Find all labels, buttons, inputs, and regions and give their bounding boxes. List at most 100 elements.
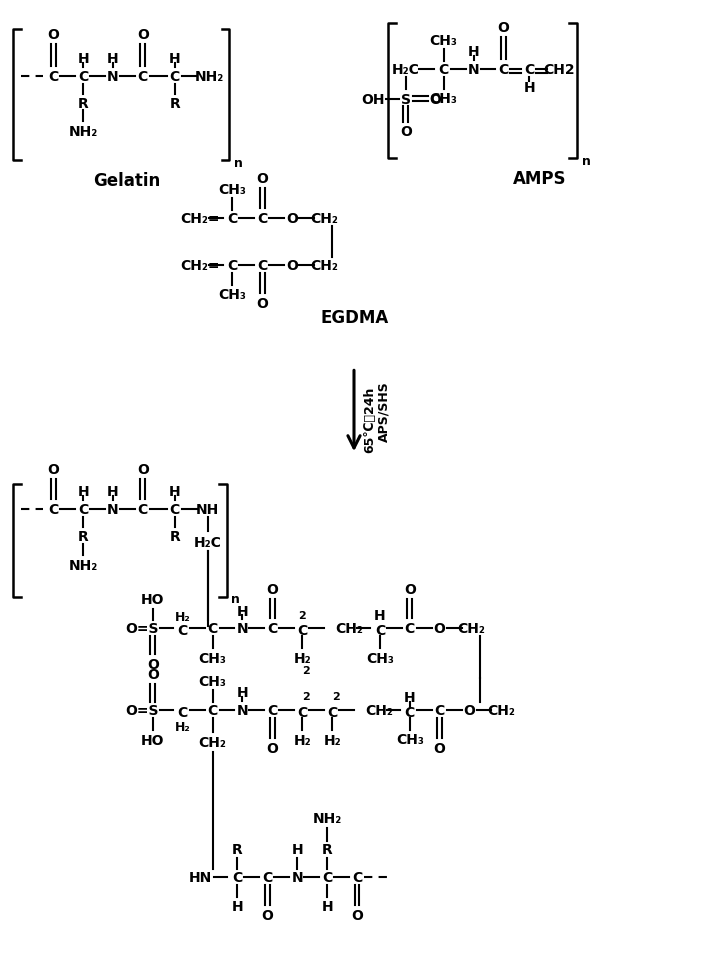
Text: O: O	[286, 212, 298, 226]
Text: R: R	[169, 96, 180, 110]
Text: OH: OH	[361, 92, 385, 107]
Text: NH₂: NH₂	[69, 125, 98, 140]
Text: H: H	[232, 899, 243, 914]
Text: N: N	[237, 622, 248, 636]
Text: O: O	[267, 582, 278, 596]
Text: CH₂=: CH₂=	[181, 212, 220, 226]
Text: O: O	[498, 20, 509, 35]
Text: N: N	[291, 870, 303, 885]
Text: AMPS: AMPS	[513, 170, 566, 188]
Text: H: H	[237, 685, 248, 700]
Text: C: C	[208, 703, 218, 717]
Text: NH₂: NH₂	[313, 811, 342, 825]
Text: C: C	[228, 212, 238, 226]
Text: H: H	[468, 45, 479, 59]
Text: H₂: H₂	[175, 610, 191, 623]
Text: CH₃: CH₃	[218, 183, 247, 197]
Text: N: N	[107, 70, 119, 83]
Text: NH₂: NH₂	[195, 70, 224, 83]
Text: HO: HO	[141, 734, 164, 747]
Text: O: O	[400, 125, 412, 140]
Text: O: O	[137, 462, 149, 477]
Text: O: O	[404, 582, 415, 596]
Text: CH₃: CH₃	[430, 34, 457, 47]
Text: CH₂: CH₂	[335, 622, 363, 636]
Text: 65℃，24h: 65℃，24h	[364, 387, 376, 453]
Text: C: C	[435, 703, 445, 717]
Text: O: O	[137, 28, 149, 42]
Text: C: C	[297, 624, 307, 638]
Text: R: R	[232, 842, 243, 856]
Text: NH: NH	[196, 502, 219, 516]
Text: O: O	[430, 92, 442, 107]
Text: O=S: O=S	[125, 622, 158, 636]
Text: S: S	[401, 92, 411, 107]
Text: NH₂: NH₂	[69, 558, 98, 572]
Text: O: O	[434, 622, 445, 636]
Text: N: N	[237, 703, 248, 717]
Text: H: H	[237, 604, 248, 618]
Text: O: O	[257, 297, 268, 310]
Text: O: O	[147, 658, 159, 672]
Text: H: H	[77, 51, 89, 66]
Text: H₂: H₂	[175, 720, 191, 733]
Text: CH₃: CH₃	[430, 91, 457, 106]
Text: H₂: H₂	[294, 651, 311, 666]
Text: CH₂: CH₂	[488, 703, 515, 717]
Text: H: H	[169, 484, 181, 498]
Text: C: C	[48, 70, 58, 83]
Text: CH₃: CH₃	[199, 651, 226, 666]
Text: 2: 2	[298, 610, 306, 621]
Text: C: C	[138, 502, 148, 516]
Text: O: O	[48, 462, 59, 477]
Text: C: C	[78, 502, 88, 516]
Text: H: H	[374, 609, 386, 623]
Text: O: O	[257, 172, 268, 186]
Text: C: C	[208, 622, 218, 636]
Text: H: H	[107, 484, 119, 498]
Text: APS/SHS: APS/SHS	[377, 381, 391, 442]
Text: H₂: H₂	[323, 734, 341, 747]
Text: CH₂: CH₂	[457, 622, 486, 636]
Text: H₂C: H₂C	[194, 535, 221, 549]
Text: H: H	[404, 691, 415, 704]
Text: H₂C: H₂C	[392, 63, 420, 77]
Text: CH₂: CH₂	[199, 735, 226, 749]
Text: H: H	[291, 842, 303, 856]
Text: O: O	[351, 908, 363, 922]
Text: n: n	[581, 155, 591, 168]
Text: C: C	[352, 870, 362, 885]
Text: H: H	[107, 51, 119, 66]
Text: C: C	[228, 259, 238, 272]
Text: C: C	[524, 63, 535, 77]
Text: C: C	[177, 705, 188, 719]
Text: C: C	[48, 502, 58, 516]
Text: CH₂: CH₂	[310, 259, 338, 272]
Text: C: C	[375, 624, 385, 638]
Text: Gelatin: Gelatin	[93, 172, 160, 190]
Text: O: O	[48, 28, 59, 42]
Text: C: C	[267, 622, 277, 636]
Text: R: R	[169, 529, 180, 544]
Text: C: C	[262, 870, 272, 885]
Text: CH₃: CH₃	[218, 288, 247, 301]
Text: O: O	[286, 259, 298, 272]
Text: C: C	[233, 870, 242, 885]
Text: 2: 2	[333, 692, 340, 702]
Text: CH₂: CH₂	[365, 703, 393, 717]
Text: H: H	[321, 899, 333, 914]
Text: R: R	[78, 96, 89, 110]
Text: H₂: H₂	[294, 734, 311, 747]
Text: H: H	[523, 80, 535, 94]
Text: C: C	[405, 705, 415, 719]
Text: C: C	[439, 63, 449, 77]
Text: CH₃: CH₃	[396, 733, 424, 746]
Text: C: C	[169, 502, 180, 516]
Text: O: O	[464, 703, 476, 717]
Text: R: R	[78, 529, 89, 544]
Text: C: C	[138, 70, 148, 83]
Text: 2: 2	[302, 666, 310, 675]
Text: O: O	[267, 741, 278, 755]
Text: N: N	[468, 63, 479, 77]
Text: HO: HO	[141, 592, 164, 606]
